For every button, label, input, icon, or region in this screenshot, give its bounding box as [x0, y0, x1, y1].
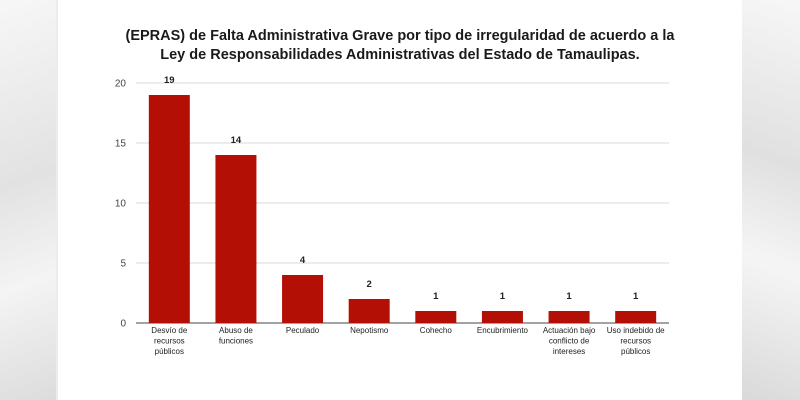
- bar: [548, 311, 590, 323]
- x-tick-label-line: intereses: [553, 347, 585, 356]
- x-tick-label: Desvío de recursos públicos: [151, 326, 188, 356]
- data-label: 4: [300, 255, 306, 266]
- chart-title: (EPRAS) de Falta Administrativa Grave po…: [58, 27, 742, 65]
- bar: [348, 299, 390, 323]
- x-tick-label-line: Cohecho: [420, 326, 453, 335]
- x-tick-label: Cohecho: [420, 326, 453, 335]
- x-tick-label-line: Desvío de: [151, 326, 188, 335]
- background-left: [0, 0, 56, 400]
- x-tick-label-line: Peculado: [286, 326, 320, 335]
- x-tick-label-line: recursos: [154, 337, 185, 346]
- data-label: 19: [164, 75, 175, 86]
- data-label: 2: [367, 279, 372, 290]
- chart-card: (EPRAS) de Falta Administrativa Grave po…: [58, 0, 742, 400]
- y-tick-label: 0: [120, 319, 126, 330]
- x-tick-label-line: públicos: [155, 347, 184, 356]
- y-tick-label: 20: [115, 79, 127, 90]
- data-label: 1: [566, 291, 572, 302]
- y-tick-label: 10: [115, 199, 127, 210]
- chart-title-line-1: (EPRAS) de Falta Administrativa Grave po…: [125, 28, 675, 44]
- y-tick-label: 15: [115, 139, 127, 150]
- x-tick-label-line: Actuación bajo: [543, 326, 596, 335]
- background-right: [740, 0, 800, 400]
- x-tick-label: Encubrimiento: [477, 326, 529, 335]
- bar: [415, 311, 457, 323]
- data-label: 1: [433, 291, 439, 302]
- bar: [215, 155, 257, 323]
- chart-title-line-2: Ley de Responsabilidades Administrativas…: [160, 47, 640, 63]
- x-tick-label-line: recursos: [620, 337, 651, 346]
- bar: [148, 95, 190, 323]
- bar: [282, 275, 324, 323]
- x-tick-label: Abuso de funciones: [219, 326, 254, 346]
- x-tick-label-line: funciones: [219, 337, 253, 346]
- bar: [615, 311, 657, 323]
- x-tick-label-line: conflicto de: [549, 337, 590, 346]
- x-tick-label: Uso indebido de recursos públicos: [607, 326, 665, 356]
- x-tick-label-line: Nepotismo: [350, 326, 389, 335]
- x-tick-label: Actuación bajo conflicto de intereses: [543, 326, 596, 356]
- x-tick-label: Peculado: [286, 326, 320, 335]
- x-tick-label-line: públicos: [621, 347, 650, 356]
- data-label: 1: [633, 291, 639, 302]
- data-label: 14: [231, 135, 242, 146]
- bar: [481, 311, 523, 323]
- x-tick-label-line: Encubrimiento: [477, 326, 529, 335]
- x-tick-label-line: Abuso de: [219, 326, 253, 335]
- x-tick-label: Nepotismo: [350, 326, 389, 335]
- data-label: 1: [500, 291, 506, 302]
- x-tick-label-line: Uso indebido de: [607, 326, 665, 335]
- y-tick-label: 5: [120, 259, 126, 270]
